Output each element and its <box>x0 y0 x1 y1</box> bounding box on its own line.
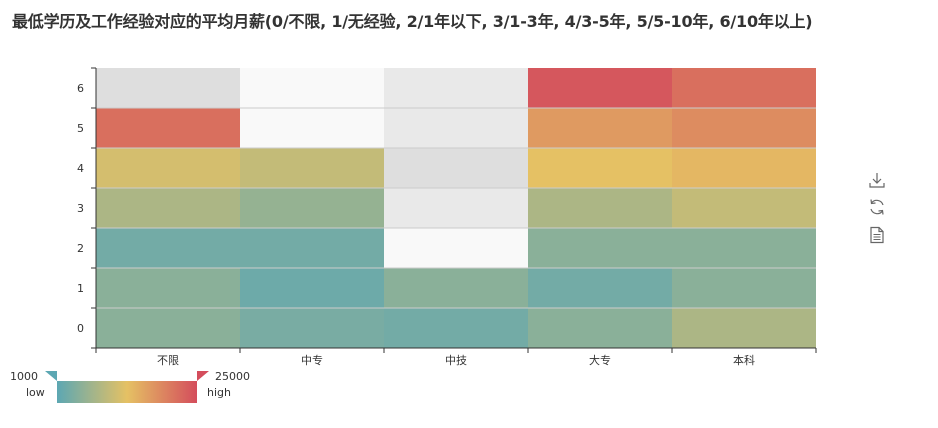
heatmap-cell-中专-4[interactable] <box>240 148 384 188</box>
heatmap-cell-大专-4[interactable] <box>528 148 672 188</box>
heatmap-cell-不限-1[interactable] <box>96 268 240 308</box>
heatmap-cell-中技-6[interactable] <box>384 68 528 108</box>
heatmap-cell-中专-1[interactable] <box>240 268 384 308</box>
visual-map[interactable]: 1000 25000 low high <box>10 370 250 403</box>
heatmap-cell-大专-3[interactable] <box>528 188 672 228</box>
heatmap-cell-不限-5[interactable] <box>96 108 240 148</box>
heatmap-cell-中技-1[interactable] <box>384 268 528 308</box>
heatmap-cell-大专-1[interactable] <box>528 268 672 308</box>
heatmap-cell-中专-0[interactable] <box>240 308 384 348</box>
visual-map-max-value: 25000 <box>215 370 250 383</box>
visual-map-high-label: high <box>207 386 231 399</box>
heatmap-cells <box>96 68 816 348</box>
heatmap-cell-中专-2[interactable] <box>240 228 384 268</box>
visual-map-low-label: low <box>26 386 45 399</box>
chart-title: 最低学历及工作经验对应的平均月薪(0/不限, 1/无经验, 2/1年以下, 3/… <box>12 12 813 31</box>
y-tick-label: 0 <box>77 322 84 335</box>
heatmap-cell-本科-1[interactable] <box>672 268 816 308</box>
y-tick-label: 5 <box>77 122 84 135</box>
heatmap-cell-中技-5[interactable] <box>384 108 528 148</box>
heatmap-cell-不限-3[interactable] <box>96 188 240 228</box>
heatmap-cell-中技-0[interactable] <box>384 308 528 348</box>
heatmap-cell-中技-4[interactable] <box>384 148 528 188</box>
heatmap-cell-本科-3[interactable] <box>672 188 816 228</box>
y-tick-label: 2 <box>77 242 84 255</box>
heatmap-cell-中专-3[interactable] <box>240 188 384 228</box>
heatmap-cell-大专-5[interactable] <box>528 108 672 148</box>
heatmap-cell-不限-6[interactable] <box>96 68 240 108</box>
heatmap-cell-中专-6[interactable] <box>240 68 384 108</box>
heatmap-cell-不限-4[interactable] <box>96 148 240 188</box>
heatmap-cell-不限-2[interactable] <box>96 228 240 268</box>
heatmap-cell-本科-5[interactable] <box>672 108 816 148</box>
toolbox <box>868 171 886 244</box>
x-tick-label: 中技 <box>445 354 467 367</box>
heatmap-cell-中技-2[interactable] <box>384 228 528 268</box>
heatmap-cell-本科-6[interactable] <box>672 68 816 108</box>
y-tick-label: 3 <box>77 202 84 215</box>
heatmap-cell-大专-2[interactable] <box>528 228 672 268</box>
data-view-icon[interactable] <box>868 226 886 244</box>
x-tick-label: 本科 <box>733 353 755 367</box>
heatmap-cell-中专-5[interactable] <box>240 108 384 148</box>
refresh-icon[interactable] <box>868 198 886 216</box>
visual-map-max-handle[interactable] <box>197 371 209 381</box>
y-tick-label: 1 <box>77 282 84 295</box>
y-tick-label: 4 <box>77 162 84 175</box>
x-tick-label: 大专 <box>589 353 611 367</box>
heatmap-cell-中技-3[interactable] <box>384 188 528 228</box>
x-tick-label: 不限 <box>157 354 179 367</box>
heatmap-cell-不限-0[interactable] <box>96 308 240 348</box>
visual-map-min-value: 1000 <box>10 370 38 383</box>
visual-map-min-handle[interactable] <box>45 371 57 381</box>
heatmap-cell-本科-4[interactable] <box>672 148 816 188</box>
heatmap-cell-大专-0[interactable] <box>528 308 672 348</box>
heatmap-cell-本科-2[interactable] <box>672 228 816 268</box>
visual-map-gradient-bar[interactable] <box>57 381 197 403</box>
heatmap-cell-大专-6[interactable] <box>528 68 672 108</box>
chart-axes: 0 1 2 3 4 5 6 不限 中专 中技 大专 本科 <box>77 67 817 367</box>
y-tick-label: 6 <box>77 82 84 95</box>
download-icon[interactable] <box>868 171 886 189</box>
heatmap-cell-本科-0[interactable] <box>672 308 816 348</box>
x-tick-label: 中专 <box>301 353 323 367</box>
